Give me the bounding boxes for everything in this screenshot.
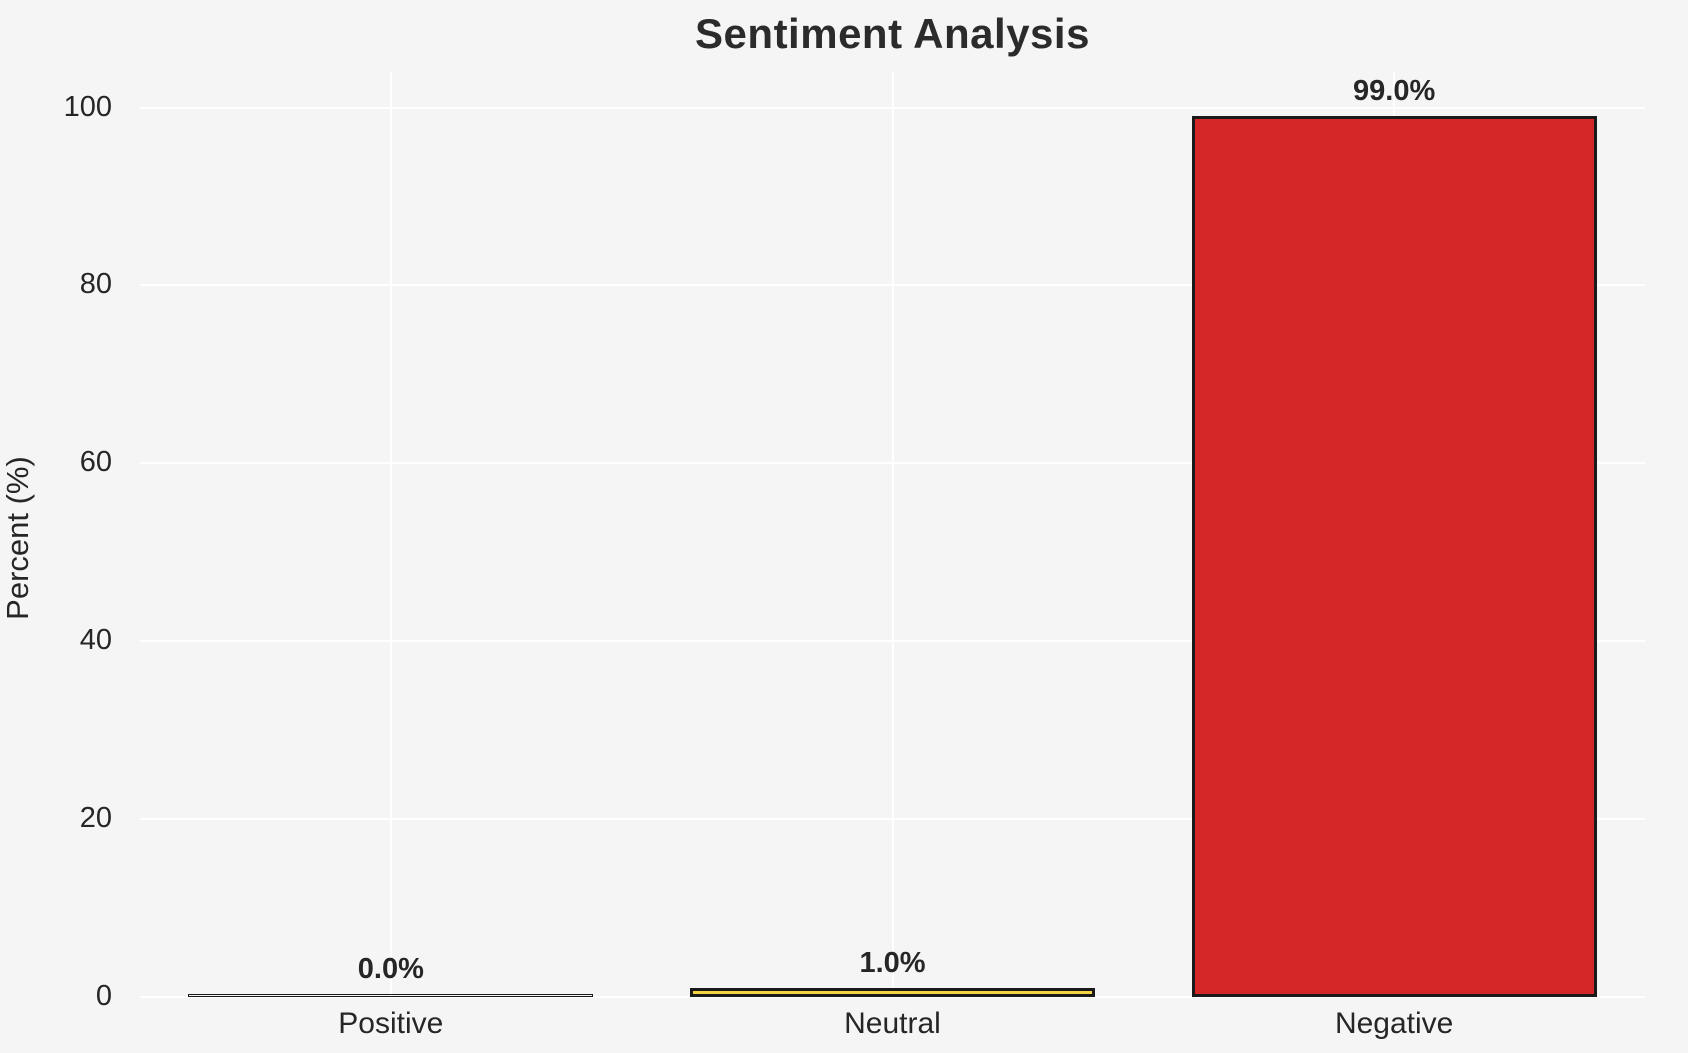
y-tick-label: 100 [63, 90, 112, 123]
bar-value-label: 1.0% [859, 947, 926, 980]
y-tick-label: 0 [95, 980, 112, 1012]
x-gridline [891, 72, 894, 997]
bar-value-label: 99.0% [1353, 75, 1436, 108]
bar-value-label: 0.0% [357, 953, 424, 985]
bar-neutral [690, 988, 1095, 997]
bar-positive [188, 994, 594, 997]
bar-negative [1191, 116, 1597, 997]
y-axis-label: Percent (%) [0, 456, 35, 620]
x-tick-label-negative: Negative [1334, 1007, 1454, 1040]
y-tick-label: 80 [79, 268, 112, 301]
x-gridline [389, 72, 392, 997]
y-tick-label: 60 [79, 446, 112, 479]
y-tick-label: 20 [79, 802, 112, 835]
y-tick-label: 40 [79, 624, 112, 657]
chart-title: Sentiment Analysis [695, 10, 1090, 57]
x-tick-label-positive: Positive [338, 1007, 444, 1040]
y-gridline [140, 996, 1645, 998]
plot-area: 0.0% 1.0% 99.0% [140, 72, 1645, 998]
x-tick-label-neutral: Neutral [844, 1007, 941, 1040]
